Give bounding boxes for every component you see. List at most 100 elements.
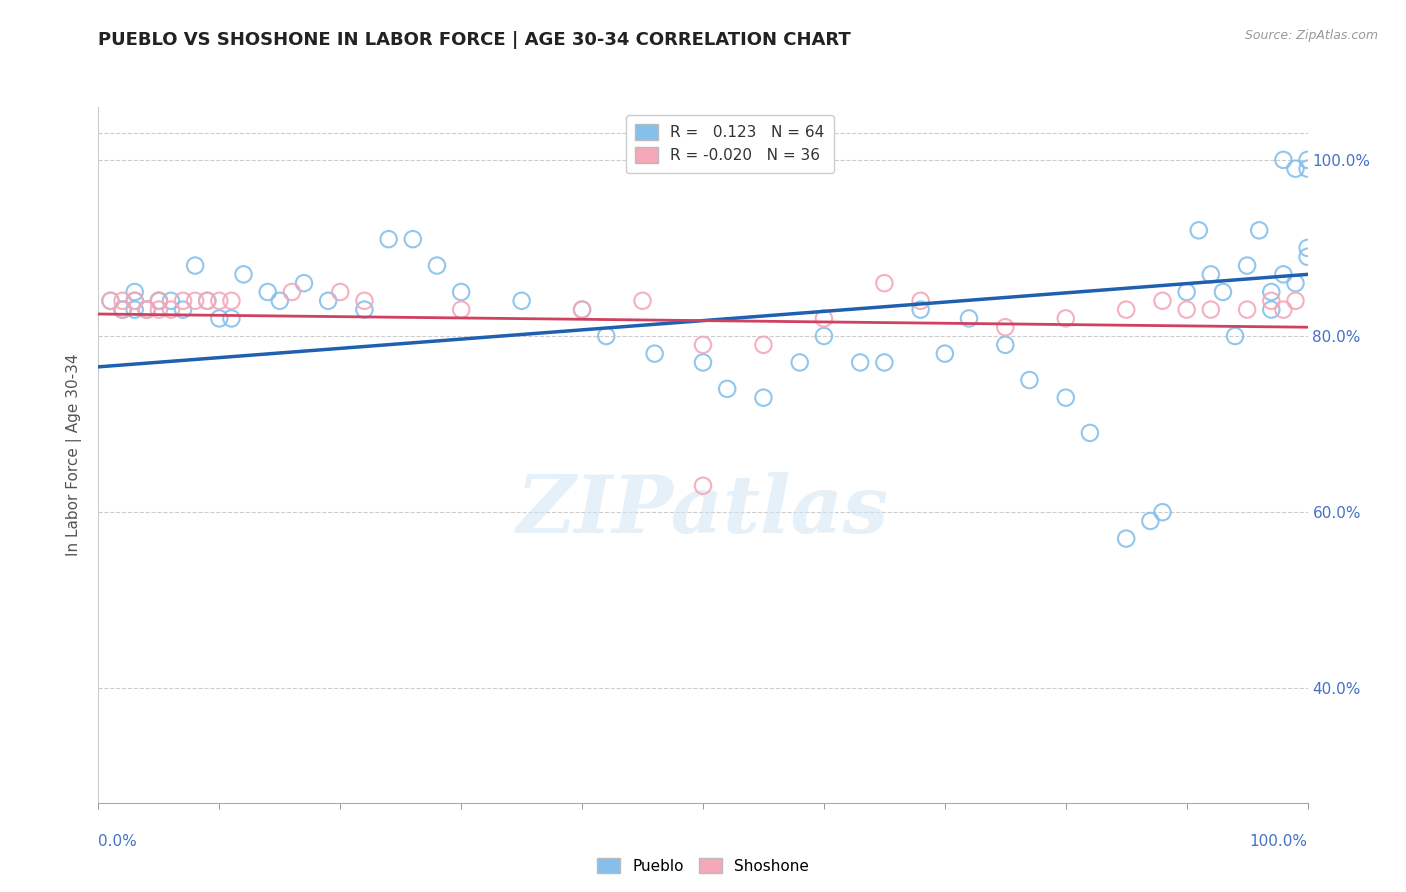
Point [1188,223,1211,237]
Point [160,302,183,317]
Point [221,311,243,326]
Point [329,285,352,299]
Point [752,338,775,352]
Point [910,293,932,308]
Point [135,302,157,317]
Point [789,355,811,369]
Point [1272,302,1295,317]
Point [1260,285,1282,299]
Point [1260,293,1282,308]
Point [160,293,183,308]
Point [148,293,170,308]
Point [1175,285,1198,299]
Point [1272,268,1295,282]
Point [692,479,714,493]
Point [692,355,714,369]
Point [873,355,896,369]
Point [172,302,194,317]
Point [1212,285,1234,299]
Point [1296,241,1319,255]
Point [208,293,231,308]
Point [934,346,956,360]
Point [208,311,231,326]
Point [1296,250,1319,264]
Point [281,285,304,299]
Point [1199,268,1222,282]
Point [1249,223,1271,237]
Point [172,293,194,308]
Point [1199,302,1222,317]
Point [813,329,835,343]
Point [148,293,170,308]
Point [1272,153,1295,167]
Point [353,293,375,308]
Point [353,302,375,317]
Point [1284,276,1306,290]
Text: PUEBLO VS SHOSHONE IN LABOR FORCE | AGE 30-34 CORRELATION CHART: PUEBLO VS SHOSHONE IN LABOR FORCE | AGE … [98,31,851,49]
Point [994,338,1017,352]
Point [124,293,146,308]
Point [1296,161,1319,176]
Point [377,232,399,246]
Point [1175,302,1198,317]
Point [316,293,339,308]
Point [1054,391,1077,405]
Point [1284,293,1306,308]
Point [849,355,872,369]
Point [813,311,835,326]
Point [1018,373,1040,387]
Point [1284,161,1306,176]
Point [1236,259,1258,273]
Point [1054,311,1077,326]
Point [1152,505,1174,519]
Text: ZIPatlas: ZIPatlas [517,472,889,549]
Point [1139,514,1161,528]
Point [221,293,243,308]
Point [184,259,207,273]
Point [571,302,593,317]
Point [195,293,218,308]
Point [957,311,980,326]
Point [1236,302,1258,317]
Point [631,293,654,308]
Y-axis label: In Labor Force | Age 30-34: In Labor Force | Age 30-34 [66,353,83,557]
Point [135,302,157,317]
Point [450,285,472,299]
Point [595,329,617,343]
Point [232,268,254,282]
Point [1296,153,1319,167]
Point [716,382,738,396]
Point [426,259,449,273]
Point [148,302,170,317]
Point [402,232,425,246]
Point [100,293,122,308]
Text: Source: ZipAtlas.com: Source: ZipAtlas.com [1244,29,1378,42]
Point [1115,532,1137,546]
Point [111,302,134,317]
Point [510,293,533,308]
Point [111,302,134,317]
Point [450,302,472,317]
Point [124,302,146,317]
Point [752,391,775,405]
Point [135,302,157,317]
Point [1260,302,1282,317]
Point [256,285,278,299]
Point [148,293,170,308]
Point [571,302,593,317]
Point [195,293,218,308]
Point [910,302,932,317]
Text: 100.0%: 100.0% [1250,834,1308,849]
Point [1152,293,1174,308]
Text: 0.0%: 0.0% [98,834,138,849]
Point [111,302,134,317]
Point [135,302,157,317]
Point [1223,329,1246,343]
Point [1115,302,1137,317]
Point [269,293,291,308]
Point [292,276,315,290]
Point [124,285,146,299]
Point [994,320,1017,334]
Point [873,276,896,290]
Legend: R =   0.123   N = 64, R = -0.020   N = 36: R = 0.123 N = 64, R = -0.020 N = 36 [626,115,834,173]
